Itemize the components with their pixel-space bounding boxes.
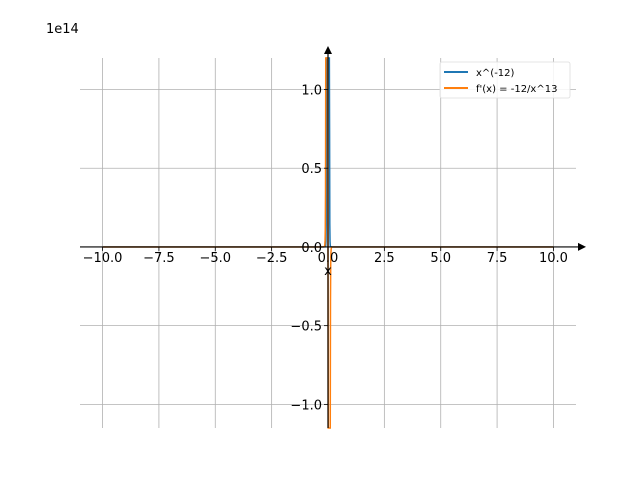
y-axis-arrow [324, 46, 332, 54]
y-tick-label: 0.0 [301, 241, 322, 256]
x-axis-label: x [324, 264, 332, 279]
x-tick-label: −7.5 [143, 251, 175, 266]
y-scale-label: 1e14 [46, 22, 79, 37]
axes [80, 46, 586, 428]
legend: x^(-12) f'(x) = -12/x^13 [439, 61, 571, 99]
y-tick-label: −1.0 [290, 398, 322, 413]
x-tick-label: −2.5 [256, 251, 288, 266]
y-tick-label: 0.5 [301, 162, 322, 177]
x-axis-arrow [578, 242, 586, 251]
legend-box [439, 61, 571, 99]
tick-labels: −10.0 −7.5 −5.0 −2.5 0.0 2.5 5.0 7.5 10.0 −1.0 −0.… [83, 83, 568, 413]
x-tick-label: −10.0 [83, 251, 123, 266]
legend-label: f'(x) = -12/x^13 [476, 84, 557, 95]
x-tick-label: 5.0 [430, 251, 451, 266]
legend-label: x^(-12) [476, 68, 515, 79]
y-tick-label: 1.0 [301, 83, 322, 98]
x-tick-label: 0.0 [318, 251, 339, 266]
x-tick-label: 7.5 [487, 251, 508, 266]
x-tick-label: 2.5 [374, 251, 395, 266]
x-tick-label: 10.0 [539, 251, 568, 266]
y-tick-label: −0.5 [290, 320, 322, 335]
x-tick-label: −5.0 [199, 251, 231, 266]
